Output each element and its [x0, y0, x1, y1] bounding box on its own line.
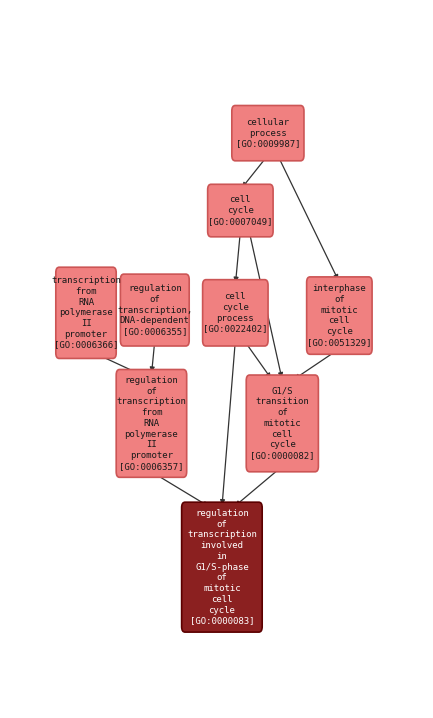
FancyBboxPatch shape [307, 277, 372, 354]
FancyBboxPatch shape [56, 267, 116, 358]
Text: interphase
of
mitotic
cell
cycle
[GO:0051329]: interphase of mitotic cell cycle [GO:005… [307, 284, 372, 347]
FancyBboxPatch shape [232, 106, 304, 161]
Text: regulation
of
transcription
involved
in
G1/S-phase
of
mitotic
cell
cycle
[GO:000: regulation of transcription involved in … [187, 509, 257, 625]
FancyBboxPatch shape [120, 274, 189, 346]
Text: cell
cycle
process
[GO:0022402]: cell cycle process [GO:0022402] [203, 292, 268, 333]
Text: cell
cycle
[GO:0007049]: cell cycle [GO:0007049] [208, 195, 273, 225]
FancyBboxPatch shape [203, 280, 268, 346]
Text: transcription
from
RNA
polymerase
II
promoter
[GO:0006366]: transcription from RNA polymerase II pro… [51, 276, 121, 350]
FancyBboxPatch shape [208, 185, 273, 237]
FancyBboxPatch shape [182, 502, 262, 632]
Text: regulation
of
transcription,
DNA-dependent
[GO:0006355]: regulation of transcription, DNA-depende… [117, 284, 192, 336]
FancyBboxPatch shape [116, 370, 187, 477]
FancyBboxPatch shape [246, 375, 318, 472]
Text: regulation
of
transcription
from
RNA
polymerase
II
promoter
[GO:0006357]: regulation of transcription from RNA pol… [116, 376, 186, 471]
Text: cellular
process
[GO:0009987]: cellular process [GO:0009987] [236, 118, 300, 149]
Text: G1/S
transition
of
mitotic
cell
cycle
[GO:0000082]: G1/S transition of mitotic cell cycle [G… [250, 387, 314, 460]
